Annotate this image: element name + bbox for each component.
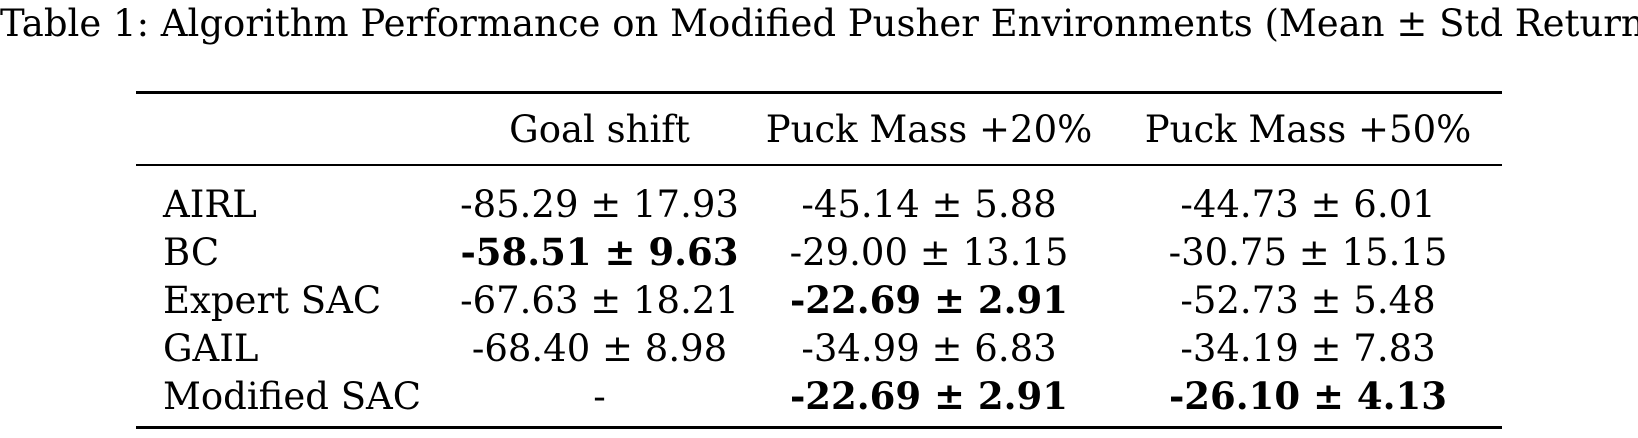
row-label: Modified SAC <box>163 374 422 418</box>
table-cell: -85.29 ± 17.93 <box>460 182 739 226</box>
header-row: Goal shift Puck Mass +20% Puck Mass +50% <box>136 92 1502 166</box>
column-header-puck-mass-20: Puck Mass +20% <box>765 107 1093 151</box>
table-cell: -52.73 ± 5.48 <box>1180 278 1436 322</box>
results-table: Goal shift Puck Mass +20% Puck Mass +50%… <box>136 91 1502 429</box>
table-cell: -30.75 ± 15.15 <box>1168 230 1448 274</box>
table-row: AIRL -85.29 ± 17.93 -45.14 ± 5.88 -44.73… <box>136 165 1502 228</box>
table-caption: Table 1: Algorithm Performance on Modifi… <box>0 2 1638 45</box>
row-label: BC <box>163 230 220 274</box>
table-cell: - <box>593 374 606 418</box>
table-cell: -34.19 ± 7.83 <box>1180 326 1436 370</box>
table-row: Modified SAC - -22.69 ± 2.91 -26.10 ± 4.… <box>136 372 1502 428</box>
table-cell: -45.14 ± 5.88 <box>801 182 1057 226</box>
table-cell: -34.99 ± 6.83 <box>801 326 1057 370</box>
results-table-container: Goal shift Puck Mass +20% Puck Mass +50%… <box>136 91 1502 429</box>
table-cell: -22.69 ± 2.91 <box>789 278 1069 322</box>
row-label: Expert SAC <box>163 278 382 322</box>
table-row: BC -58.51 ± 9.63 -29.00 ± 13.15 -30.75 ±… <box>136 228 1502 276</box>
table-cell: -26.10 ± 4.13 <box>1168 374 1448 418</box>
table-row: Expert SAC -67.63 ± 18.21 -22.69 ± 2.91 … <box>136 276 1502 324</box>
column-header-method <box>136 93 455 166</box>
table-cell: -68.40 ± 8.98 <box>471 326 728 370</box>
table-cell: -67.63 ± 18.21 <box>460 278 739 322</box>
table-cell: -29.00 ± 13.15 <box>789 230 1069 274</box>
table-cell: -44.73 ± 6.01 <box>1180 182 1436 226</box>
column-header-goal-shift: Goal shift <box>509 107 690 151</box>
column-header-puck-mass-50: Puck Mass +50% <box>1144 107 1472 151</box>
table-cell: -58.51 ± 9.63 <box>460 230 739 274</box>
row-label: AIRL <box>163 182 257 226</box>
row-label: GAIL <box>163 326 259 370</box>
table-row: GAIL -68.40 ± 8.98 -34.99 ± 6.83 -34.19 … <box>136 324 1502 372</box>
table-cell: -22.69 ± 2.91 <box>789 374 1069 418</box>
